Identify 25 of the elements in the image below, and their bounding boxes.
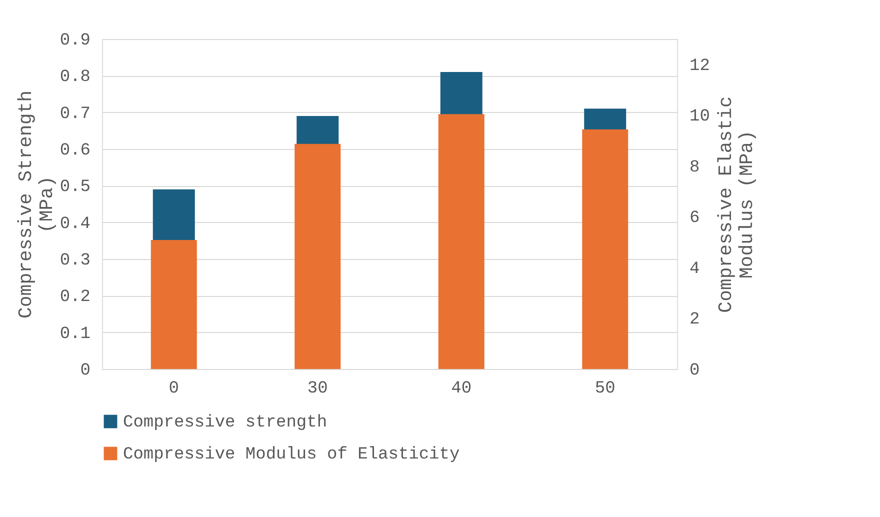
y-axis-title: Compressive Strength (MPa) [14, 90, 58, 319]
y-tick-label: 0.8 [60, 68, 90, 88]
y-tick-label: 0.2 [60, 288, 90, 308]
y-tick-label: 0.7 [60, 104, 90, 124]
y-tick-label: 0 [80, 362, 90, 380]
legend-label: Compressive Modulus of Elasticity [123, 446, 460, 464]
x-tick-label: 0 [168, 380, 179, 398]
y-tick-label: 0.3 [60, 252, 90, 270]
y2-tick-label: 10 [690, 108, 710, 127]
y-tick-label: 0.4 [60, 214, 90, 234]
legend-label: Compressive strength [123, 414, 328, 432]
x-tick-label: 50 [594, 380, 616, 398]
y2-tick-label: 6 [690, 209, 700, 228]
x-tick-label: 40 [451, 380, 472, 398]
y-tick-label: 0.5 [60, 178, 90, 198]
y2-tick-label: 4 [690, 260, 700, 279]
y-tick-label: 0.6 [60, 142, 90, 160]
y2-axis-title: Compressive Elastic Modulus (MPa) [714, 96, 758, 313]
y-tick-label: 0.1 [60, 324, 90, 344]
x-tick-label: 30 [307, 380, 328, 398]
y2-tick-label: 8 [690, 158, 700, 178]
y2-tick-label: 12 [690, 56, 710, 76]
y2-tick-label: 0 [690, 362, 700, 380]
y-tick-label: 0.9 [60, 32, 90, 50]
y2-tick-label: 2 [690, 310, 700, 330]
